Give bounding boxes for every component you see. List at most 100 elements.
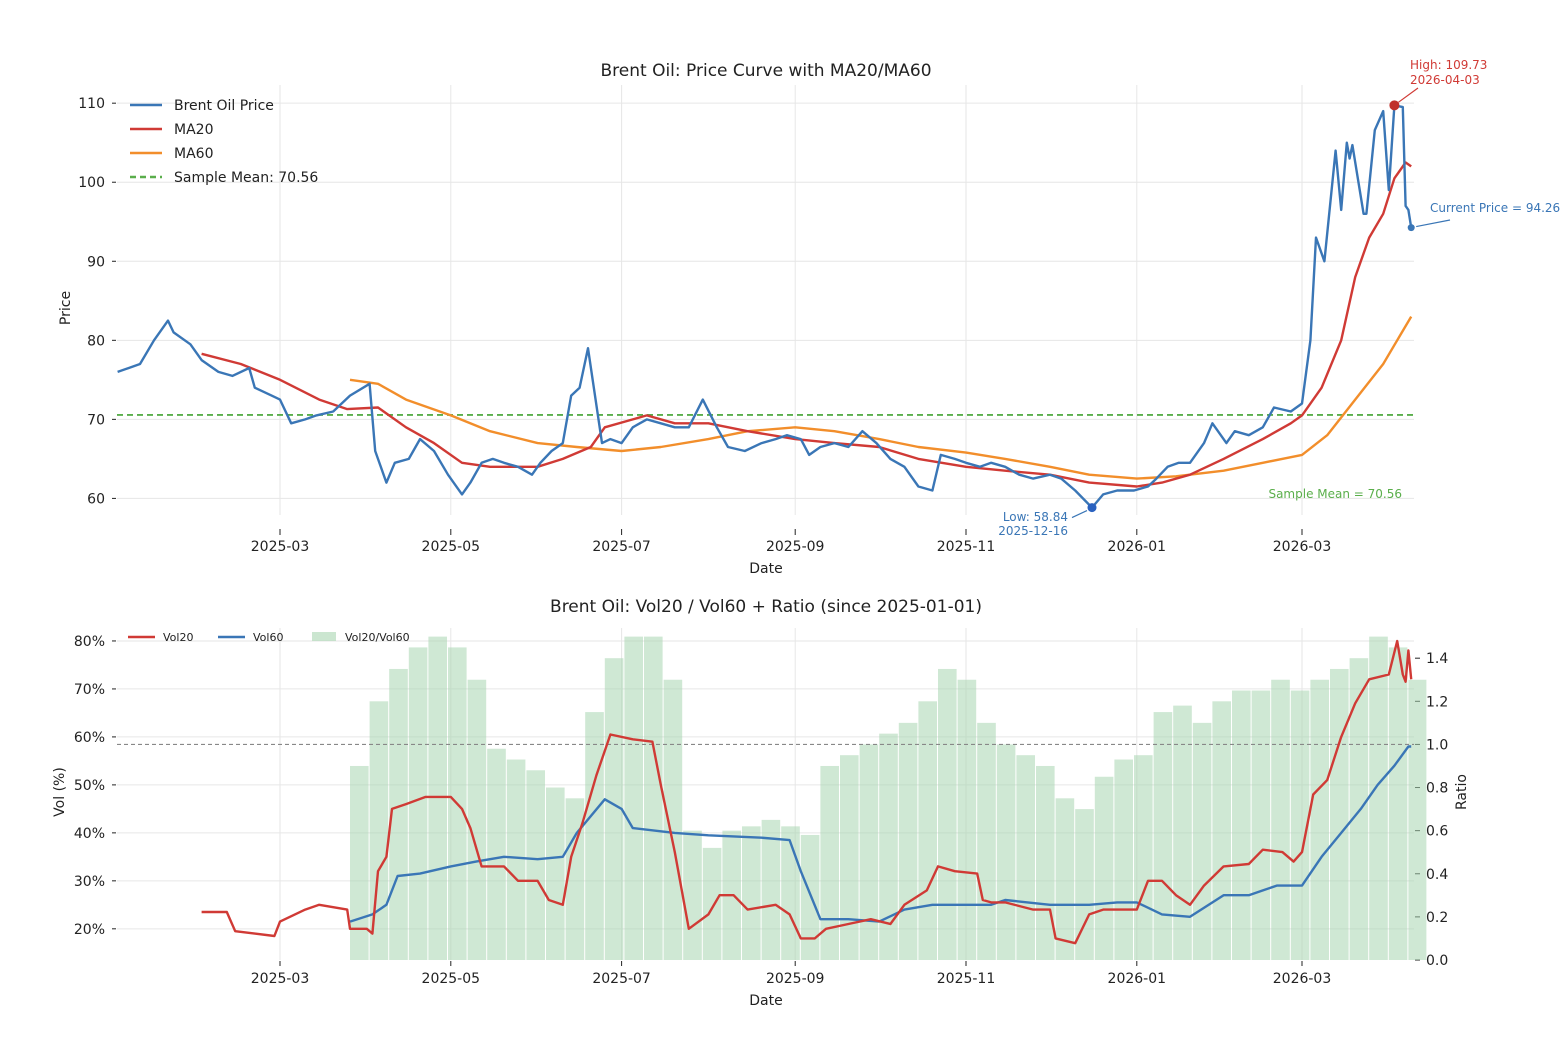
ratio-bar bbox=[761, 819, 781, 960]
ratio-bar bbox=[350, 765, 369, 960]
ratio-bar bbox=[1290, 690, 1310, 960]
ratio-bar bbox=[1251, 690, 1271, 960]
ratio-bar bbox=[1094, 776, 1114, 960]
y-tick-label: 60 bbox=[87, 491, 105, 507]
right-y-tick-label: 1.2 bbox=[1426, 694, 1448, 710]
vol-chart-title: Brent Oil: Vol20 / Vol60 + Ratio (since … bbox=[550, 597, 982, 617]
x-tick-label: 2025-07 bbox=[592, 539, 651, 555]
ratio-bar bbox=[957, 679, 977, 960]
ratio-bar bbox=[996, 744, 1016, 960]
y-tick-label: 70% bbox=[74, 682, 105, 698]
low-marker bbox=[1087, 503, 1097, 513]
ratio-bar bbox=[644, 636, 663, 960]
price-x-axis-label: Date bbox=[749, 561, 782, 577]
legend-label: Vol20/Vol60 bbox=[345, 631, 410, 644]
ratio-bar bbox=[1369, 636, 1388, 960]
ratio-bar bbox=[742, 826, 761, 960]
ratio-bar bbox=[840, 755, 859, 960]
ratio-bar bbox=[604, 658, 624, 960]
ratio-bar bbox=[1055, 798, 1075, 960]
price-line bbox=[117, 104, 1413, 509]
y-tick-label: 100 bbox=[78, 175, 105, 191]
y-tick-label: 90 bbox=[87, 254, 105, 270]
ratio-bar bbox=[898, 722, 918, 960]
ratio-bar bbox=[1134, 755, 1153, 960]
ratio-bar bbox=[1036, 765, 1055, 960]
ratio-y-axis-label: Ratio bbox=[1454, 774, 1470, 810]
price-chart: Brent Oil: Price Curve with MA20/MA60 Da… bbox=[58, 58, 1560, 577]
high-annotation-date: 2026-04-03 bbox=[1410, 73, 1480, 87]
ratio-bar bbox=[506, 759, 526, 960]
current-price-annotation: Current Price = 94.26 bbox=[1430, 201, 1560, 215]
x-tick-label: 2025-09 bbox=[766, 971, 825, 987]
y-tick-label: 30% bbox=[74, 874, 105, 890]
ratio-bar bbox=[1016, 755, 1035, 960]
legend-label: Vol60 bbox=[253, 631, 283, 644]
legend-label: Vol20 bbox=[163, 631, 193, 644]
ratio-bar bbox=[467, 679, 487, 960]
legend-label: Brent Oil Price bbox=[174, 98, 274, 114]
ratio-bar bbox=[526, 770, 545, 960]
legend-label: MA20 bbox=[174, 122, 213, 138]
y-tick-label: 60% bbox=[74, 730, 105, 746]
ratio-bar bbox=[1330, 668, 1349, 960]
vol-x-axis-label: Date bbox=[749, 993, 782, 1009]
current-price-arrow bbox=[1416, 219, 1451, 228]
right-y-tick-label: 0.4 bbox=[1426, 867, 1448, 883]
ratio-bar bbox=[1153, 712, 1173, 960]
ratio-bar bbox=[408, 647, 428, 960]
legend-swatch bbox=[312, 632, 336, 641]
ratio-bar bbox=[938, 668, 957, 960]
right-y-tick-label: 0.2 bbox=[1426, 910, 1448, 926]
high-marker bbox=[1389, 100, 1400, 111]
ratio-bar bbox=[800, 834, 820, 960]
ma20-line bbox=[201, 161, 1412, 488]
ratio-bar bbox=[1388, 647, 1408, 960]
ratio-bar bbox=[1408, 679, 1427, 960]
low-annotation-value: Low: 58.84 bbox=[1003, 510, 1068, 524]
ratio-bar bbox=[624, 636, 643, 960]
x-tick-label: 2025-09 bbox=[766, 539, 825, 555]
y-tick-label: 80% bbox=[74, 634, 105, 650]
current-price-marker bbox=[1407, 224, 1415, 232]
low-arrow bbox=[1071, 510, 1088, 519]
ratio-bar bbox=[487, 748, 506, 960]
ratio-bar bbox=[1349, 658, 1369, 960]
ratio-bar bbox=[663, 679, 683, 960]
ratio-bar bbox=[1075, 809, 1094, 960]
x-tick-label: 2025-03 bbox=[251, 539, 310, 555]
x-tick-label: 2025-11 bbox=[937, 971, 996, 987]
ratio-bar bbox=[546, 787, 565, 960]
right-y-tick-label: 0.6 bbox=[1426, 824, 1448, 840]
ratio-bar bbox=[918, 701, 937, 960]
right-y-tick-label: 0.8 bbox=[1426, 781, 1448, 797]
x-tick-label: 2025-11 bbox=[937, 539, 996, 555]
low-annotation-date: 2025-12-16 bbox=[998, 524, 1068, 538]
ratio-bar bbox=[820, 765, 839, 960]
y-tick-label: 80 bbox=[87, 333, 105, 349]
ratio-bar bbox=[1232, 690, 1251, 960]
x-tick-label: 2026-01 bbox=[1108, 539, 1167, 555]
x-tick-label: 2025-07 bbox=[592, 971, 651, 987]
ratio-bar bbox=[683, 830, 702, 960]
ratio-bar bbox=[859, 744, 879, 960]
x-tick-label: 2025-05 bbox=[422, 971, 481, 987]
price-y-axis-label: Price bbox=[58, 291, 74, 325]
right-y-tick-label: 1.4 bbox=[1426, 651, 1448, 667]
ratio-bar bbox=[565, 798, 585, 960]
x-tick-label: 2025-03 bbox=[251, 971, 310, 987]
ratio-bar bbox=[369, 701, 389, 960]
vol-y-axis-label: Vol (%) bbox=[52, 767, 68, 817]
ratio-bar bbox=[428, 636, 447, 960]
x-tick-label: 2026-03 bbox=[1273, 539, 1332, 555]
right-y-tick-label: 1.0 bbox=[1426, 737, 1448, 753]
legend-label: MA60 bbox=[174, 146, 213, 162]
x-tick-label: 2026-03 bbox=[1273, 971, 1332, 987]
ratio-bar bbox=[1114, 759, 1133, 960]
vol60-line bbox=[349, 745, 1412, 923]
sample-mean-annotation: Sample Mean = 70.56 bbox=[1268, 487, 1402, 501]
ratio-bar bbox=[781, 826, 800, 960]
vol20-line bbox=[201, 639, 1413, 945]
high-annotation-value: High: 109.73 bbox=[1410, 58, 1487, 72]
